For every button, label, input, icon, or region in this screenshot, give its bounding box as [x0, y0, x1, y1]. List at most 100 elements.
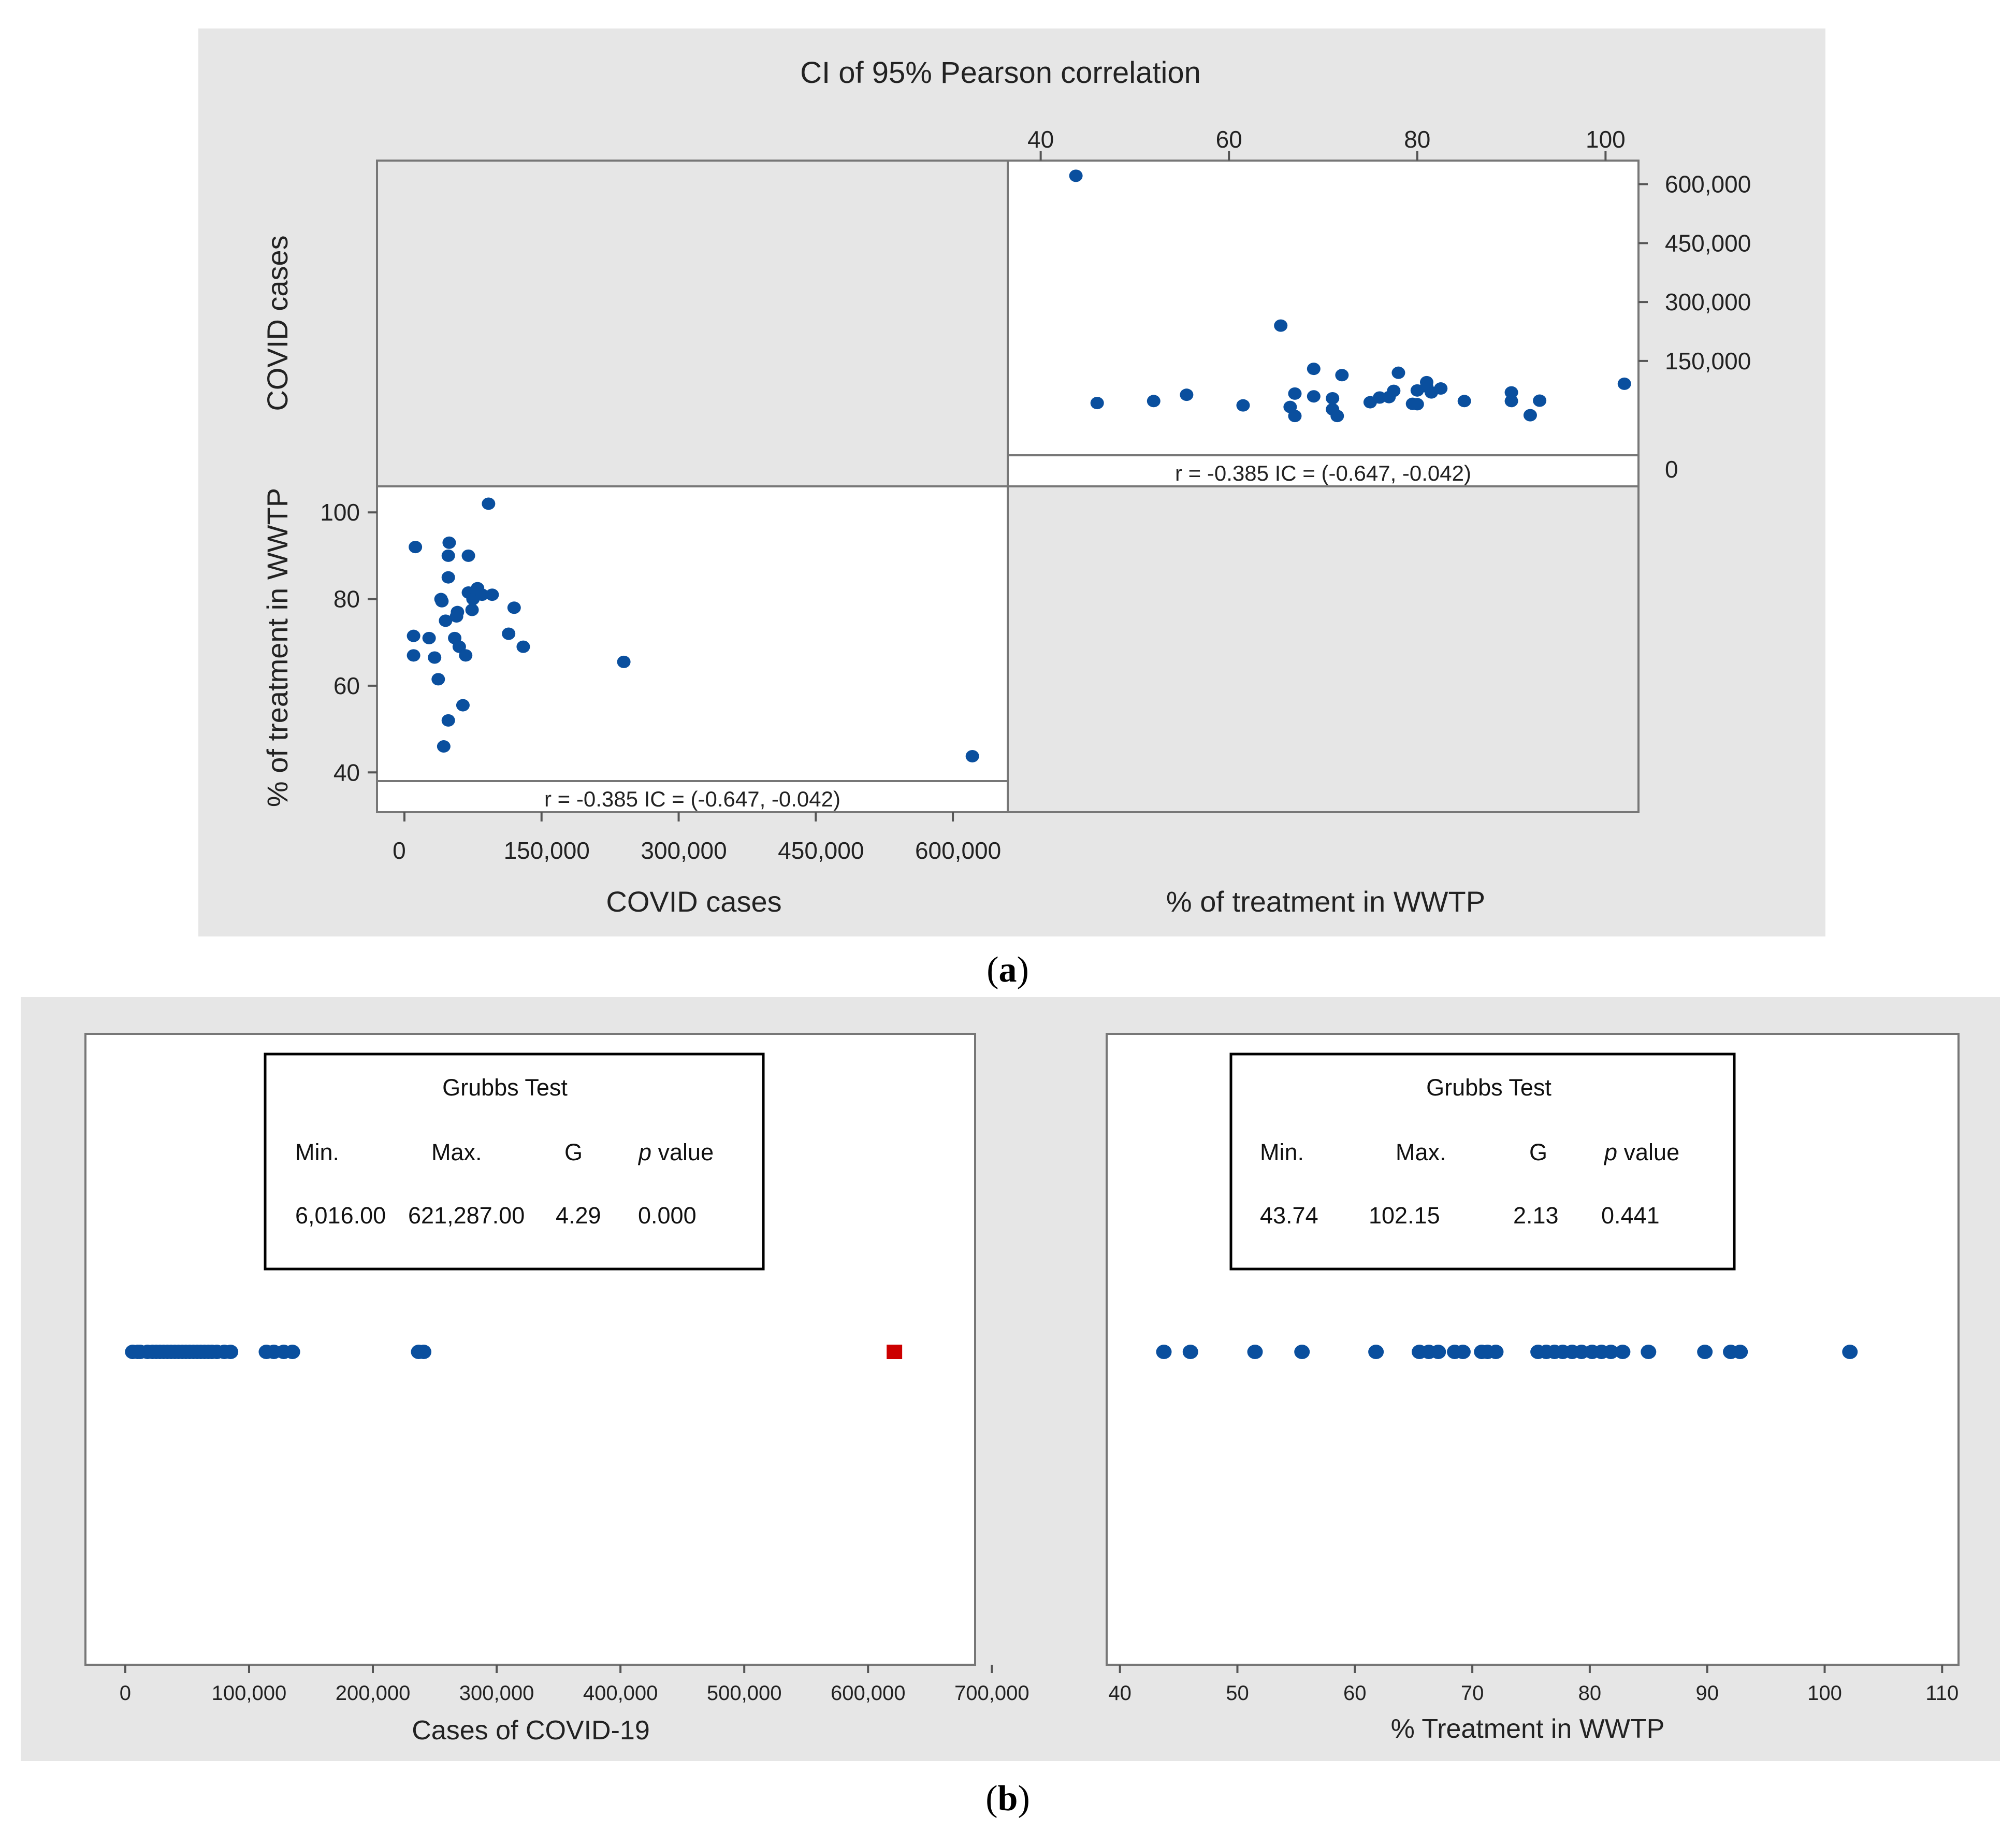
scatter-point [1288, 387, 1302, 400]
scatter-point [1504, 395, 1518, 408]
scatter-point [459, 649, 473, 662]
value-dot [1732, 1345, 1748, 1359]
grubbs-g-header-pct: G [1529, 1139, 1547, 1165]
scatter-point [1617, 377, 1631, 390]
scatter-point [1387, 384, 1401, 397]
scatter-point [1419, 376, 1433, 388]
tick-label: 400,000 [583, 1682, 658, 1705]
value-dot [1247, 1345, 1263, 1359]
tick-label: 60 [1216, 126, 1242, 153]
pct-x-axis: 40 50 60 70 80 90 100 110 [1108, 1665, 1959, 1705]
scatter-point [485, 588, 499, 601]
tick-label: 600,000 [915, 837, 1001, 864]
scatter-point [422, 631, 436, 644]
upper-correlation-label: r = -0.385 IC = (-0.647, -0.042) [1175, 461, 1471, 485]
scatter-point [1405, 397, 1419, 410]
grubbs-p-value-cases: 0.000 [638, 1202, 697, 1229]
scatter-point [1391, 366, 1405, 379]
value-dot [284, 1345, 300, 1359]
tick-label: 40 [333, 759, 360, 786]
value-dot [1182, 1345, 1198, 1359]
value-dot [1615, 1345, 1631, 1359]
scatter-point [428, 651, 442, 664]
scatter-point [1147, 395, 1161, 408]
value-dot [1641, 1345, 1657, 1359]
tick-label: 500,000 [707, 1682, 782, 1705]
tick-label: 80 [333, 586, 360, 613]
value-dot [1368, 1345, 1384, 1359]
value-dot [416, 1345, 432, 1359]
scatter-point [442, 536, 456, 549]
ylabel-pct: % of treatment in WWTP [261, 488, 294, 807]
tick-label: 60 [1343, 1682, 1367, 1705]
caption-b: (b) [985, 1779, 1030, 1819]
grubbs-min-header-pct: Min. [1260, 1139, 1304, 1165]
value-dot [1156, 1345, 1172, 1359]
xlabel-cases-covid: Cases of COVID-19 [412, 1715, 650, 1746]
lower-scatter-points [407, 497, 979, 762]
tick-label: 80 [1578, 1682, 1602, 1705]
tick-label: 100,000 [212, 1682, 287, 1705]
right-axis-cases: 0 150,000 300,000 450,000 600,000 [1638, 171, 1751, 483]
grubbs-p-header-cases: p value [637, 1139, 714, 1165]
value-dot [1294, 1345, 1310, 1359]
tick-label: 300,000 [1665, 289, 1751, 315]
scatter-point [465, 603, 479, 616]
panel-b-right: Grubbs Test Min. Max. G p value 43.74 10… [1047, 997, 2000, 1761]
scatter-point [461, 549, 475, 562]
tick-label: 300,000 [641, 837, 727, 864]
tick-label: 90 [1695, 1682, 1719, 1705]
scatter-point [1457, 395, 1471, 408]
grubbs-title-pct: Grubbs Test [1426, 1074, 1551, 1101]
grubbs-min-header-cases: Min. [295, 1139, 339, 1165]
scatter-point [435, 595, 449, 608]
value-dot [1842, 1345, 1858, 1359]
lower-correlation-label: r = -0.385 IC = (-0.647, -0.042) [544, 787, 840, 811]
scatter-point [617, 655, 631, 668]
tick-label: 0 [120, 1682, 131, 1705]
caption-a-letter: a [999, 950, 1017, 990]
left-axis-pct: 40 60 80 100 [320, 499, 377, 786]
grubbs-max-header-pct: Max. [1396, 1139, 1446, 1165]
scatter-point [1236, 399, 1250, 412]
scatter-point [1069, 169, 1083, 182]
xlabel-cases: COVID cases [606, 885, 781, 918]
value-dot [1455, 1345, 1471, 1359]
outlier-marker [887, 1345, 903, 1359]
grubbs-p-header-pct: p value [1603, 1139, 1679, 1165]
grubbs-min-value-pct: 43.74 [1260, 1202, 1318, 1229]
tick-label: 110 [1925, 1682, 1959, 1705]
grubbs-g-value-cases: 4.29 [556, 1202, 601, 1229]
tick-label: 150,000 [1665, 348, 1751, 374]
scatter-point [965, 749, 979, 762]
grubbs-g-value-pct: 2.13 [1513, 1202, 1559, 1229]
xlabel-pct: % of treatment in WWTP [1166, 885, 1485, 918]
top-axis-pct: 40 60 80 100 [1027, 126, 1626, 161]
grubbs-p-value-pct: 0.441 [1601, 1202, 1660, 1229]
scatter-point [1180, 388, 1194, 401]
tick-label: 70 [1461, 1682, 1484, 1705]
tick-label: 150,000 [504, 837, 590, 864]
scatter-point [1090, 397, 1104, 410]
tick-label: 600,000 [1665, 171, 1751, 198]
tick-label: 100 [1586, 126, 1626, 153]
tick-label: 100 [1807, 1682, 1842, 1705]
tick-label: 600,000 [831, 1682, 906, 1705]
cell-label-pct [1007, 485, 1640, 813]
tick-label: 100 [320, 499, 360, 526]
tick-label: 700,000 [954, 1682, 1029, 1705]
scatter-point [1523, 409, 1537, 422]
pct-dot-strip [1156, 1345, 1858, 1359]
scatter-point [452, 640, 466, 653]
grubbs-max-value-cases: 621,287.00 [408, 1202, 525, 1229]
tick-label: 0 [393, 837, 406, 864]
tick-label: 450,000 [778, 837, 864, 864]
scatter-point [1283, 400, 1297, 413]
cell-scatter-lower [376, 485, 1009, 813]
value-dot [223, 1345, 239, 1359]
scatter-point [1326, 403, 1340, 416]
panel-a-title: CI of 95% Pearson correlation [800, 56, 1201, 90]
scatter-point [1326, 392, 1340, 405]
ylabel-cases: COVID cases [261, 235, 294, 411]
